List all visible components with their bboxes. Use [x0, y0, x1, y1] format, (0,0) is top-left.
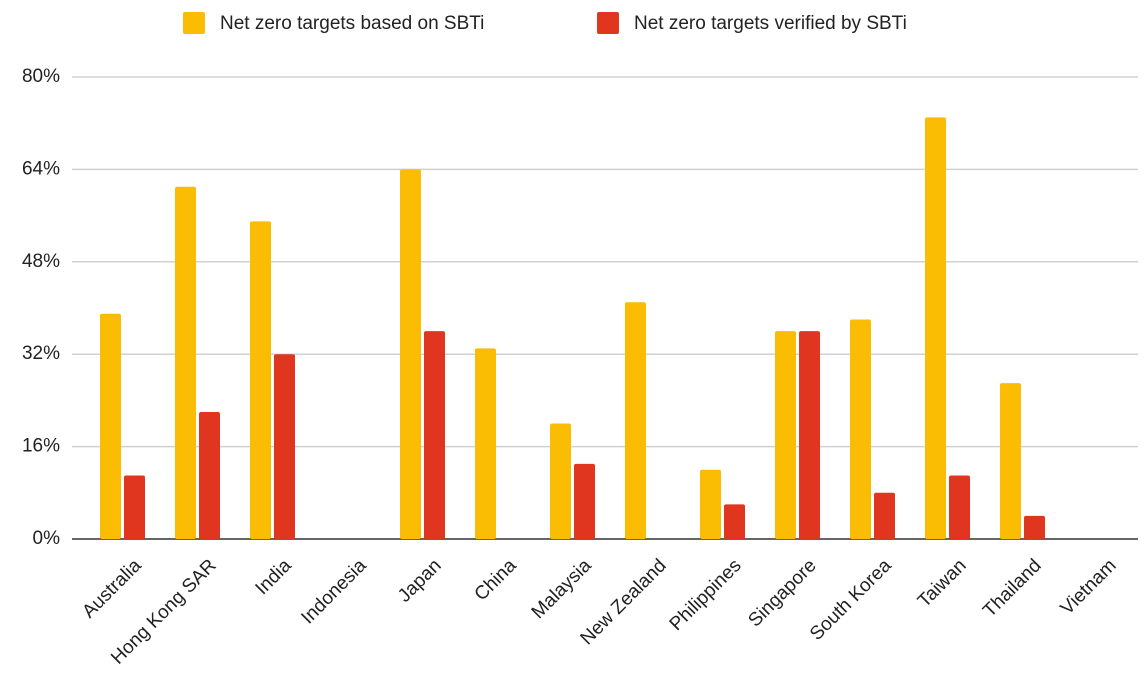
- x-tick-label: Malaysia: [528, 555, 596, 623]
- bar: [775, 331, 796, 539]
- y-tick-label: 32%: [22, 343, 60, 364]
- bar: [475, 348, 496, 539]
- bar: [274, 354, 295, 539]
- x-tick-label: India: [252, 555, 296, 599]
- bar: [574, 463, 595, 539]
- bar: [124, 475, 145, 539]
- legend-label: Net zero targets based on SBTi: [220, 13, 484, 34]
- y-tick-label: 0%: [33, 528, 61, 549]
- bar: [850, 319, 871, 539]
- bar: [250, 221, 271, 539]
- bar: [199, 411, 220, 539]
- x-tick-label: China: [471, 555, 521, 605]
- legend-swatch: [183, 12, 205, 34]
- bar: [100, 313, 121, 539]
- y-tick-label: 48%: [22, 251, 60, 272]
- y-tick-label: 80%: [22, 66, 60, 87]
- x-tick-label: Philippines: [666, 555, 746, 635]
- legend-swatch: [597, 12, 619, 34]
- x-tick-label: Taiwan: [914, 555, 971, 612]
- x-tick-label: Singapore: [744, 555, 820, 631]
- x-tick-label: Vietnam: [1057, 555, 1121, 619]
- bar: [700, 469, 721, 539]
- bar: [799, 331, 820, 539]
- bar: [1024, 515, 1045, 539]
- bar: [1000, 383, 1021, 539]
- bar: [424, 331, 445, 539]
- bar: [550, 423, 571, 539]
- legend-label: Net zero targets verified by SBTi: [634, 13, 907, 34]
- bar: [925, 117, 946, 540]
- bar: [874, 492, 895, 539]
- x-tick-label: Indonesia: [297, 555, 370, 628]
- bar: [400, 169, 421, 539]
- y-tick-label: 16%: [22, 436, 60, 457]
- x-tick-label: South Korea: [806, 555, 896, 645]
- x-tick-label: Japan: [394, 555, 445, 606]
- x-tick-label: Thailand: [979, 555, 1045, 621]
- bar: [175, 186, 196, 539]
- y-tick-label: 64%: [22, 158, 60, 179]
- bar: [724, 504, 745, 539]
- x-tick-label: Australia: [78, 555, 145, 622]
- bar: [625, 302, 646, 539]
- bar: [949, 475, 970, 539]
